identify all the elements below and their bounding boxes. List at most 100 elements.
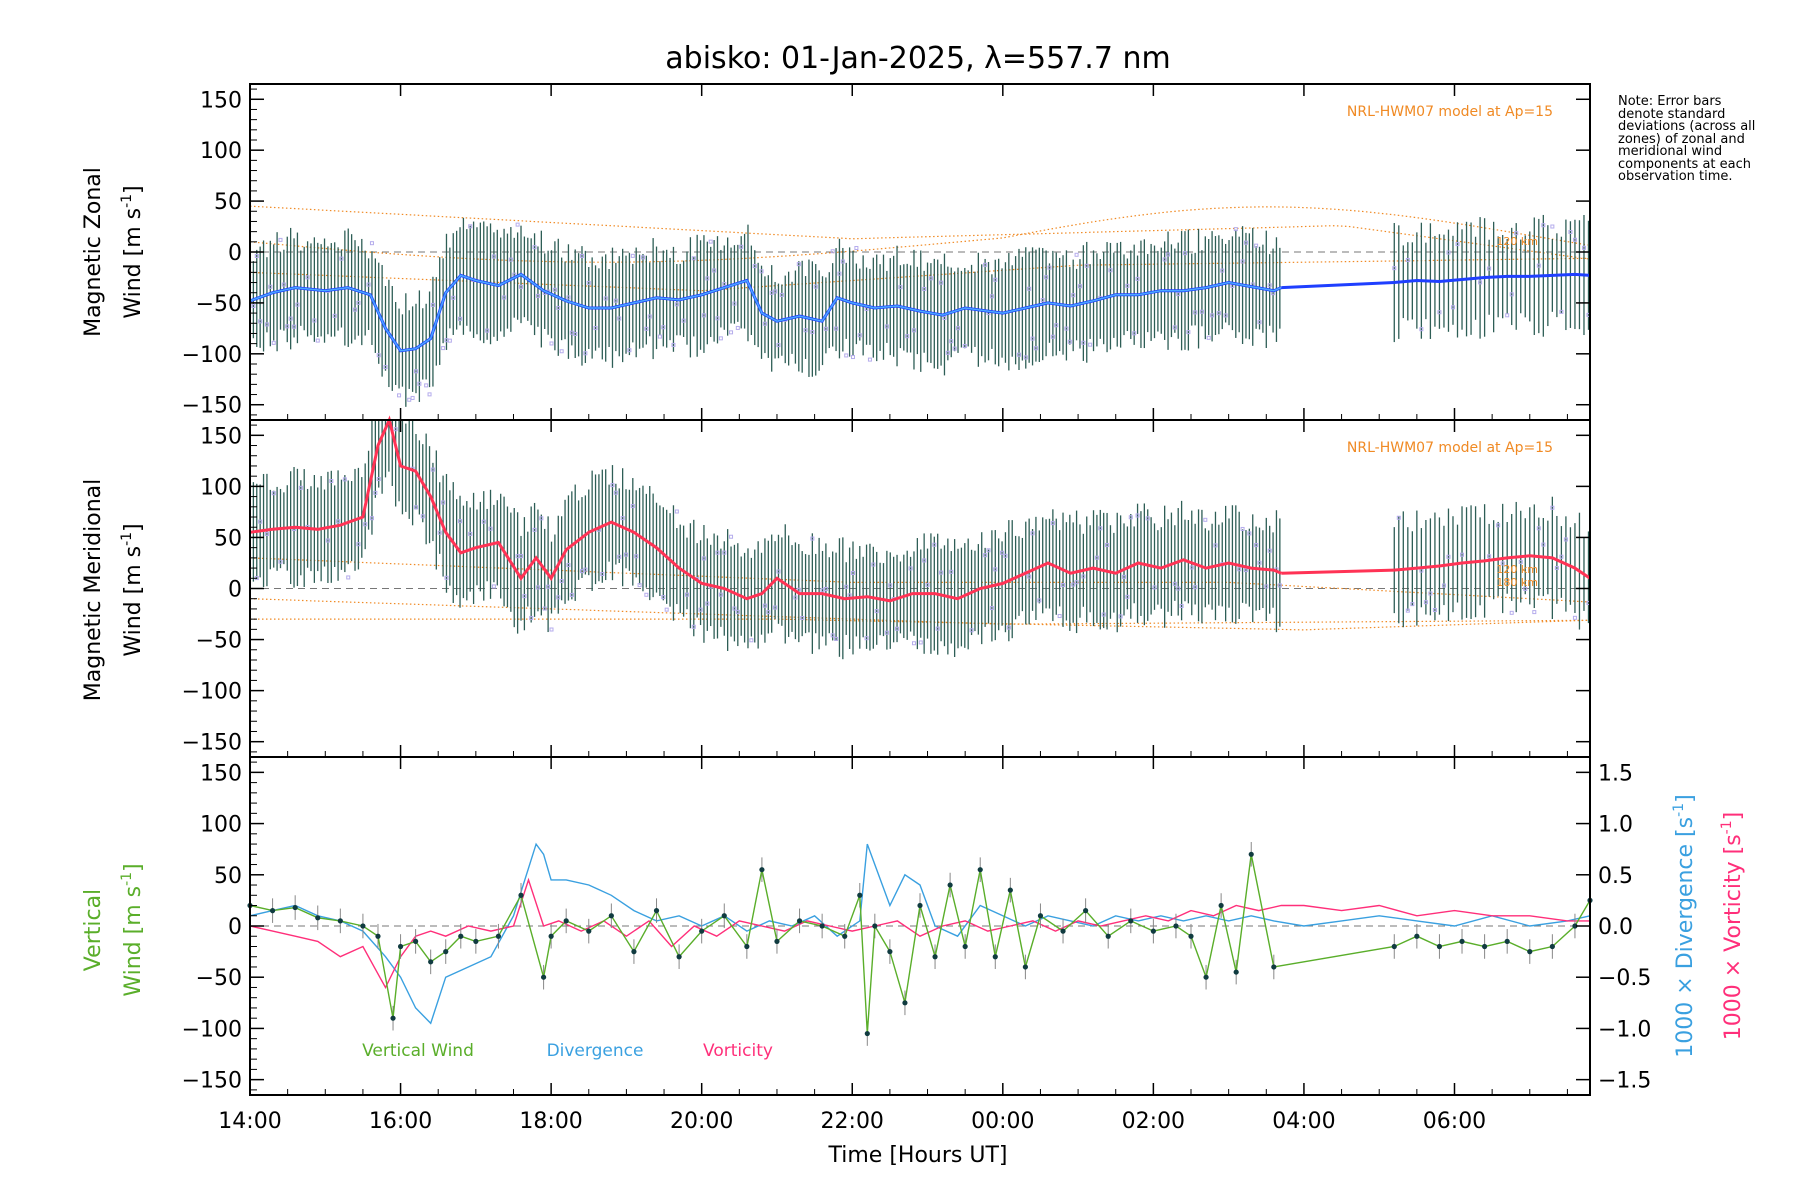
zone-sample-point — [1568, 230, 1573, 235]
vertical-axes: 1.5 1.0 0.5 0.0 −0.5 −1.0 −1.5 150 100 50 0 −50 −100… — [182, 757, 1651, 1095]
zone-sample-point — [1396, 515, 1401, 520]
zone-sample-point — [705, 276, 710, 281]
zone-sample-point — [1193, 585, 1198, 590]
error-bar-note: Note: Error bars denote standard deviati… — [1618, 94, 1756, 184]
zone-sample-point — [762, 321, 767, 326]
zone-sample-point — [566, 295, 571, 300]
zone-sample-point — [691, 256, 696, 261]
zone-sample-point — [1509, 292, 1514, 297]
zonal-frame — [249, 83, 1591, 421]
zone-sample-point — [617, 316, 622, 321]
zone-sample-point — [559, 349, 564, 354]
zone-sample-point — [685, 592, 690, 597]
zone-sample-point — [1027, 574, 1032, 579]
zone-sample-point — [1243, 568, 1248, 573]
x-tick-label: 16:00 — [369, 1109, 432, 1134]
zone-sample-point — [1267, 283, 1272, 288]
zone-sample-point — [1541, 223, 1546, 228]
zone-sample-point — [271, 491, 276, 496]
zone-sample-point — [813, 284, 818, 289]
zone-sample-point — [444, 575, 449, 580]
zone-sample-point — [1125, 594, 1130, 599]
zone-sample-point — [542, 606, 547, 611]
zone-sample-point — [810, 330, 815, 335]
zone-sample-point — [529, 616, 534, 621]
zone-sample-point — [766, 610, 771, 615]
divergence-line — [249, 842, 1591, 1025]
zone-sample-point — [718, 336, 723, 341]
zone-sample-point — [1030, 336, 1035, 341]
meridional-frame — [249, 419, 1591, 758]
zone-sample-point — [1257, 560, 1262, 565]
vertical-wind-point — [842, 933, 848, 939]
zone-sample-point — [583, 567, 588, 572]
y-tick-label: 0 — [228, 915, 242, 940]
zone-sample-point — [573, 331, 578, 336]
zone-sample-point — [295, 302, 300, 307]
vertical-wind-point — [932, 954, 938, 960]
zone-sample-point — [1135, 276, 1140, 281]
zone-sample-point — [1223, 313, 1228, 318]
zone-sample-point — [546, 584, 551, 589]
zone-sample-point — [1243, 240, 1248, 245]
zone-sample-point — [1088, 342, 1093, 347]
vertical-wind-point — [397, 943, 404, 950]
zone-sample-point — [312, 318, 317, 323]
zone-sample-point — [1050, 334, 1055, 339]
zone-sample-point — [417, 381, 422, 386]
y-tick-label: −100 — [182, 1017, 242, 1042]
zone-sample-point — [278, 237, 283, 242]
zone-sample-point — [949, 339, 954, 344]
zone-sample-point — [1254, 243, 1259, 248]
zone-sample-point — [519, 554, 524, 559]
vertical-wind-point — [292, 904, 298, 911]
zone-sample-point — [1135, 513, 1140, 518]
zone-sample-point — [1071, 582, 1076, 587]
zone-sample-point — [1518, 559, 1523, 564]
zone-sample-point — [366, 282, 371, 287]
vertical-wind-point — [721, 913, 727, 919]
zone-sample-point — [674, 302, 679, 307]
zone-sample-point — [945, 350, 950, 355]
vertical-wind-point — [1248, 851, 1254, 857]
zonal-plot-area — [249, 205, 1591, 407]
zone-sample-point — [1016, 352, 1021, 357]
zone-sample-point — [1572, 237, 1577, 242]
y-tick-label: −150 — [182, 1069, 242, 1094]
zone-sample-point — [1392, 266, 1397, 271]
zone-sample-point — [549, 627, 554, 632]
zone-sample-point — [373, 490, 378, 495]
zone-sample-point — [254, 253, 259, 258]
vertical-wind-point — [1203, 974, 1209, 980]
x-tick-label: 06:00 — [1423, 1109, 1486, 1134]
zone-sample-point — [430, 302, 435, 307]
zone-sample-point — [1105, 543, 1110, 548]
zone-sample-point — [986, 548, 991, 553]
zone-sample-point — [437, 530, 442, 535]
y-tick-label: 50 — [214, 864, 242, 889]
zone-sample-point — [251, 304, 256, 309]
zone-sample-point — [1428, 591, 1433, 596]
zone-sample-point — [1277, 583, 1282, 588]
x-tick-label: 22:00 — [821, 1109, 884, 1134]
zone-sample-point — [854, 246, 859, 251]
vertical-wind-point — [1233, 969, 1239, 975]
zone-sample-point — [519, 284, 524, 289]
zone-sample-point — [1500, 561, 1505, 566]
vertical-wind-point — [608, 913, 614, 919]
zone-sample-point — [830, 249, 835, 254]
zonal-axes: 150 100 50 0 −50 −100 −150 — [182, 84, 1590, 420]
y-tick-label: −150 — [182, 731, 242, 756]
zone-sample-point — [952, 346, 957, 351]
zone-sample-point — [701, 556, 706, 561]
y2-tick-label: 1.0 — [1598, 813, 1633, 838]
zone-sample-point — [942, 315, 947, 320]
zone-sample-point — [329, 479, 334, 484]
zone-sample-point — [779, 292, 784, 297]
zone-sample-point — [773, 605, 778, 610]
zone-sample-point — [1094, 555, 1099, 560]
zone-sample-point — [1581, 245, 1586, 250]
zone-sample-point — [708, 239, 713, 244]
zone-sample-point — [664, 607, 669, 612]
x-tick-label: 04:00 — [1272, 1109, 1335, 1134]
